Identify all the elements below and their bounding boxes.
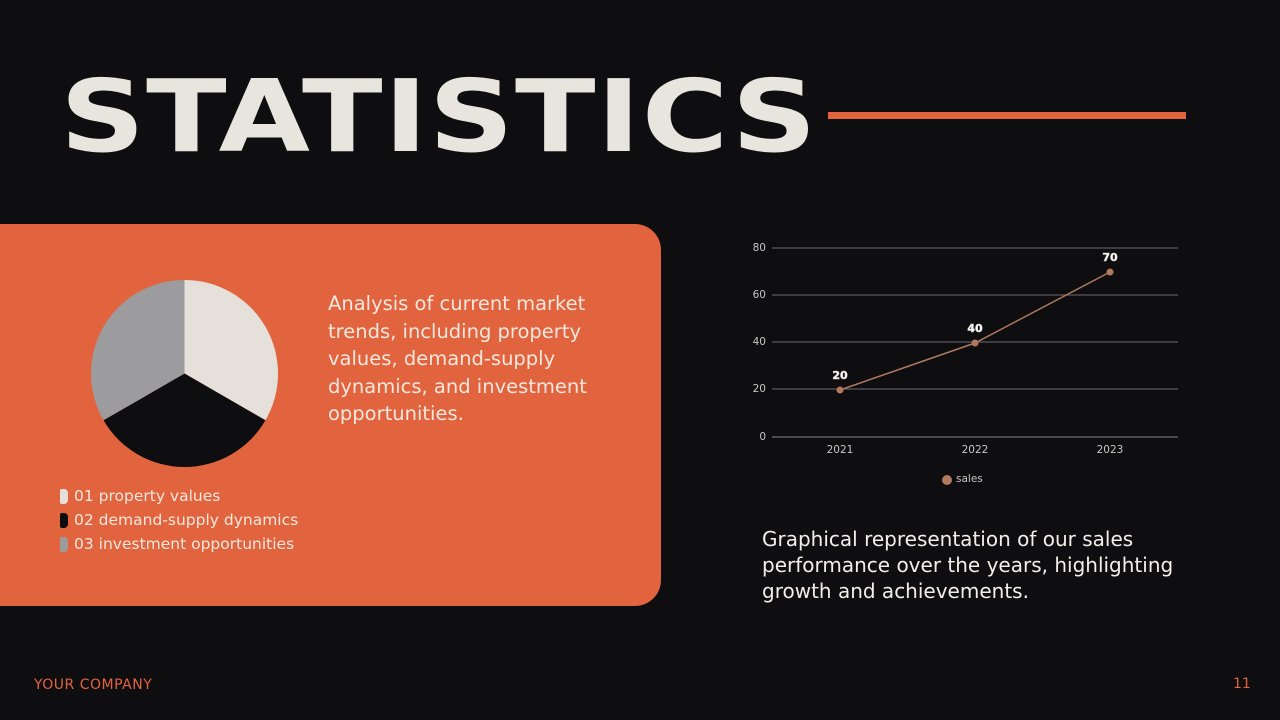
title-accent-line [828,112,1186,119]
pie-slice-demand-supply [103,373,266,467]
legend-item: 01 property values [60,484,310,508]
footer-company: YOUR COMPANY [34,677,153,693]
y-tick: 40 [753,336,766,348]
x-tick: 2021 [827,444,854,456]
legend-item: 03 investment opportunities [60,532,310,556]
legend-swatch-icon [60,512,68,528]
y-tick: 60 [753,289,766,301]
x-axis-ticks: 2021 2022 2023 [827,444,1124,456]
chart-caption: Graphical representation of our sales pe… [762,527,1174,603]
line-chart: 80 60 40 20 0 2021 2022 2023 20 40 70 sa… [753,242,1178,485]
legend-label: 01 property values [74,487,221,505]
y-tick: 0 [759,431,766,443]
legend-label: 03 investment opportunities [74,535,295,553]
y-axis-ticks: 80 60 40 20 0 [753,242,766,443]
pie-slice-property-values [184,280,278,421]
x-tick: 2023 [1097,444,1124,456]
legend-item: 02 demand-supply dynamics [60,508,310,532]
y-tick: 20 [753,383,766,395]
data-label: 40 [967,322,983,335]
y-tick: 80 [753,242,766,254]
data-label: 70 [1102,251,1118,264]
legend-label: 02 demand-supply dynamics [74,511,299,529]
sales-points [836,268,1114,394]
pie-chart [91,280,278,467]
x-tick: 2022 [962,444,989,456]
chart-legend: sales [942,473,983,485]
pie-slice-investment [91,280,185,421]
slide-title: STATISTICS [60,58,818,175]
data-labels: 20 40 70 [832,251,1118,383]
page-number: 11 [1233,676,1251,692]
pie-legend: 01 property values 02 demand-supply dyna… [60,484,310,556]
legend-dot-icon [942,475,952,485]
data-label: 20 [832,369,848,382]
legend-label: sales [956,473,983,485]
legend-swatch-icon [60,488,68,504]
legend-swatch-icon [60,536,68,552]
card-description: Analysis of current market trends, inclu… [328,292,587,425]
